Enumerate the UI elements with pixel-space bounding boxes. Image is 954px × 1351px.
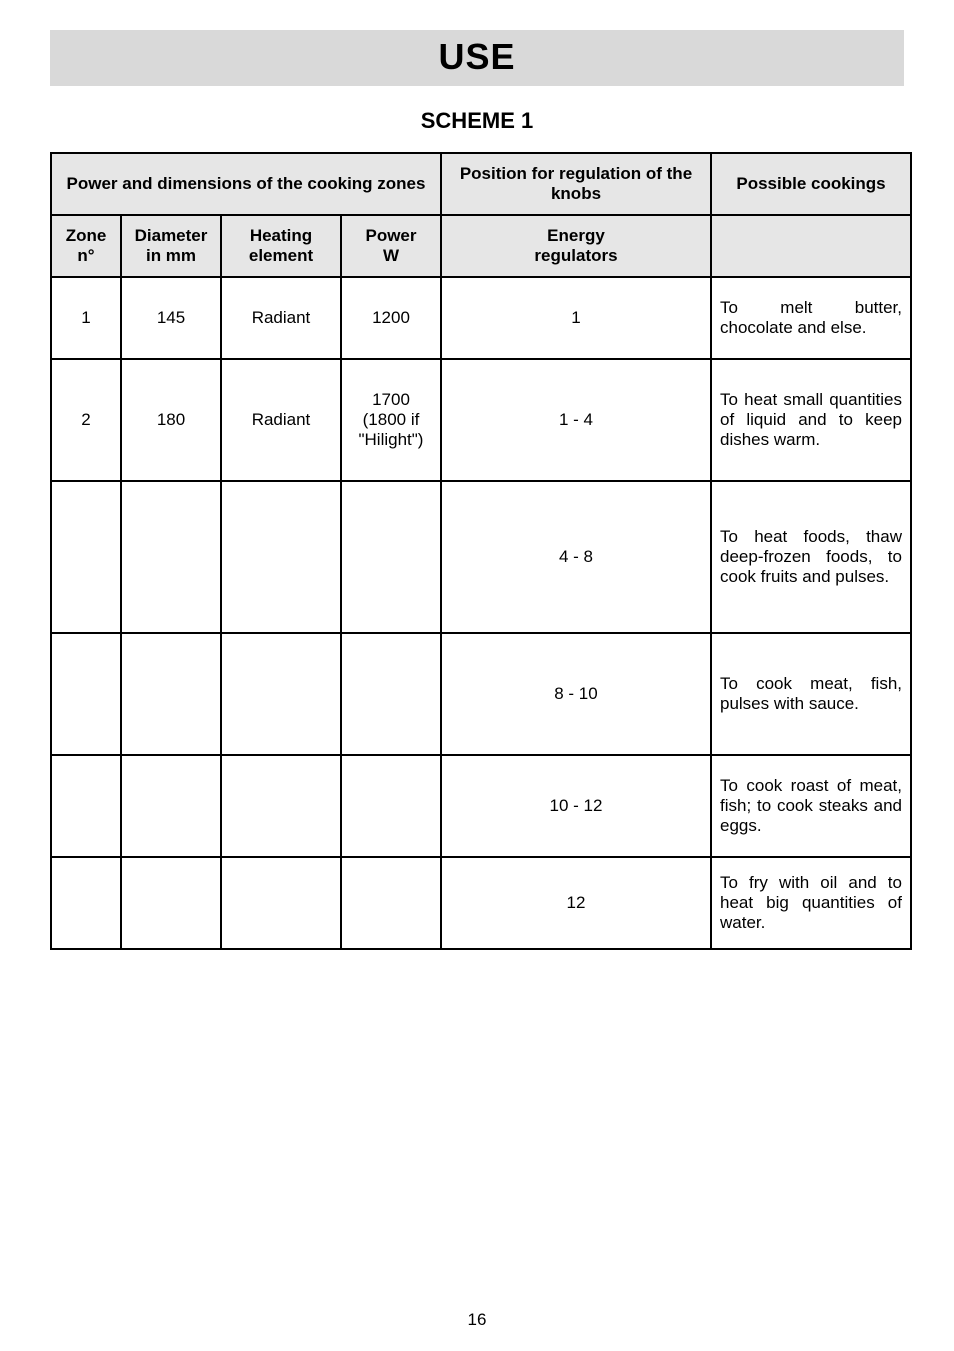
cell-zone: 2 [51, 359, 121, 481]
table-row: 8 - 10 To cook meat, fish, pulses with s… [51, 633, 911, 755]
page-container: USE SCHEME 1 Power and dimensions of the… [0, 0, 954, 1350]
cell-zone [51, 481, 121, 633]
cell-power: 1200 [341, 277, 441, 359]
table-row: 1 145 Radiant 1200 1 To melt butter, cho… [51, 277, 911, 359]
cell-power [341, 633, 441, 755]
cell-power: 1700 (1800 if "Hilight") [341, 359, 441, 481]
cell-energy: 1 - 4 [441, 359, 711, 481]
subheader-cook-empty [711, 215, 911, 277]
table-row: 12 To fry with oil and to heat big quant… [51, 857, 911, 949]
cell-heating: Radiant [221, 359, 341, 481]
subheader-diameter-l2: in mm [146, 246, 196, 265]
cell-cook: To cook meat, fish, pulses with sauce. [711, 633, 911, 755]
cell-diameter: 145 [121, 277, 221, 359]
cell-energy: 4 - 8 [441, 481, 711, 633]
page-number: 16 [50, 1310, 904, 1350]
cell-diameter [121, 481, 221, 633]
banner-title: USE [50, 30, 904, 86]
cell-power [341, 755, 441, 857]
cell-heating [221, 633, 341, 755]
header-row-1: Power and dimensions of the cooking zone… [51, 153, 911, 215]
subheader-power: Power W [341, 215, 441, 277]
subheader-zone-l2: n° [77, 246, 94, 265]
cell-zone: 1 [51, 277, 121, 359]
cell-cook: To heat foods, thaw deep-frozen foods, t… [711, 481, 911, 633]
subheader-power-l2: W [383, 246, 399, 265]
subheader-power-l1: Power [365, 226, 416, 245]
cell-diameter [121, 633, 221, 755]
subheader-diameter-l1: Diameter [135, 226, 208, 245]
subheader-energy-l1: Energy [547, 226, 605, 245]
subheader-energy-l2: regulators [534, 246, 617, 265]
header-power-dimensions: Power and dimensions of the cooking zone… [51, 153, 441, 215]
cell-diameter: 180 [121, 359, 221, 481]
scheme-subtitle: SCHEME 1 [50, 108, 904, 134]
subheader-zone-l1: Zone [66, 226, 107, 245]
header-possible: Possible cookings [711, 153, 911, 215]
table-row: 4 - 8 To heat foods, thaw deep-frozen fo… [51, 481, 911, 633]
cell-diameter [121, 857, 221, 949]
subheader-diameter: Diameter in mm [121, 215, 221, 277]
cell-power [341, 481, 441, 633]
cell-heating: Radiant [221, 277, 341, 359]
header-position: Position for regulation of the knobs [441, 153, 711, 215]
subheader-heating: Heating element [221, 215, 341, 277]
cell-energy: 12 [441, 857, 711, 949]
subheader-heating-l1: Heating [250, 226, 312, 245]
subheader-heating-l2: element [249, 246, 313, 265]
cell-cook: To cook roast of meat, fish; to cook ste… [711, 755, 911, 857]
table-body: 1 145 Radiant 1200 1 To melt butter, cho… [51, 277, 911, 949]
cell-heating [221, 755, 341, 857]
cell-diameter [121, 755, 221, 857]
cell-energy: 8 - 10 [441, 633, 711, 755]
cell-zone [51, 857, 121, 949]
table-head: Power and dimensions of the cooking zone… [51, 153, 911, 277]
cell-cook: To heat small quantities of liquid and t… [711, 359, 911, 481]
cell-heating [221, 481, 341, 633]
cell-energy: 1 [441, 277, 711, 359]
cell-cook: To melt butter, chocolate and else. [711, 277, 911, 359]
cell-zone [51, 633, 121, 755]
table-row: 2 180 Radiant 1700 (1800 if "Hilight") 1… [51, 359, 911, 481]
cell-energy: 10 - 12 [441, 755, 711, 857]
subheader-energy: Energy regulators [441, 215, 711, 277]
cell-power [341, 857, 441, 949]
cell-zone [51, 755, 121, 857]
cell-cook: To fry with oil and to heat big quantiti… [711, 857, 911, 949]
cooking-table: Power and dimensions of the cooking zone… [50, 152, 912, 950]
cell-heating [221, 857, 341, 949]
table-row: 10 - 12 To cook roast of meat, fish; to … [51, 755, 911, 857]
subheader-zone: Zone n° [51, 215, 121, 277]
header-row-2: Zone n° Diameter in mm Heating element P… [51, 215, 911, 277]
